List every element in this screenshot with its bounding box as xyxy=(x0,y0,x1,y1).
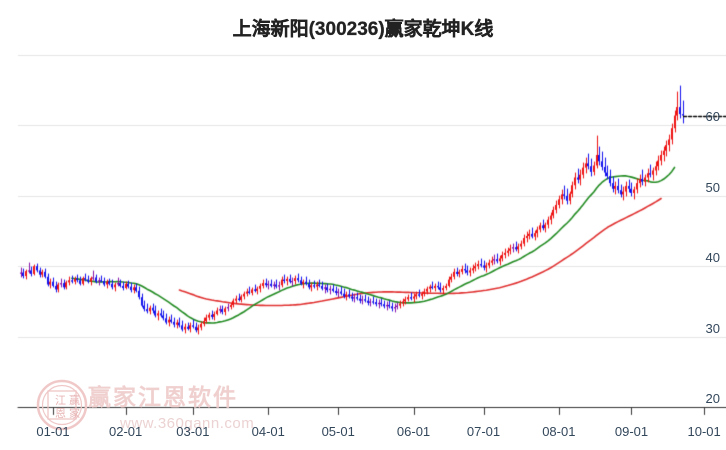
y-axis-tick-label: 30 xyxy=(705,320,720,336)
y-axis-tick-label: 60 xyxy=(705,109,720,125)
x-axis-tick-label: 04-01 xyxy=(251,424,285,439)
x-axis-tick-label: 08-01 xyxy=(542,424,576,439)
x-axis-tick-label: 01-01 xyxy=(36,424,70,439)
x-axis-tick-label: 06-01 xyxy=(396,424,431,439)
x-axis-tick-label: 07-01 xyxy=(466,424,501,439)
y-axis-tick-label: 20 xyxy=(705,391,720,406)
y-axis-tick-label: 40 xyxy=(705,250,720,266)
x-axis-tick-label: 05-01 xyxy=(321,424,355,439)
x-axis-tick-label: 02-01 xyxy=(109,424,143,439)
x-axis-tick-label: 03-01 xyxy=(176,424,210,439)
x-axis-tick-label: 10-01 xyxy=(687,424,721,439)
x-axis-tick-label: 09-01 xyxy=(614,424,649,439)
y-axis-tick-label: 50 xyxy=(705,179,720,195)
